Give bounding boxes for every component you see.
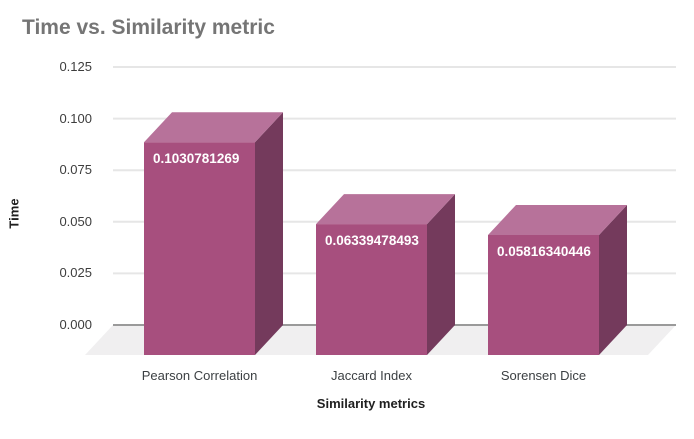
- x-category-label: Pearson Correlation: [141, 368, 258, 383]
- bar-pearson-correlation[interactable]: 0.1030781269: [144, 112, 283, 355]
- x-axis-title: Similarity metrics: [316, 396, 426, 411]
- bar-front-face: [316, 224, 427, 355]
- bar-front-face: [144, 142, 255, 355]
- y-tick-label: 0.125: [59, 59, 92, 74]
- bar-top-face: [144, 112, 283, 143]
- y-tick-label: 0.100: [59, 110, 92, 126]
- y-tick-label: 0.000: [59, 317, 92, 332]
- bar-side-face: [255, 112, 283, 355]
- bar-jaccard-index[interactable]: 0.06339478493: [316, 194, 455, 355]
- y-tick-label: 0.025: [59, 265, 92, 281]
- y-tick-label: 0.075: [59, 162, 92, 178]
- x-category-label: Sorensen Dice: [500, 368, 587, 383]
- x-category-label: Jaccard Index: [331, 368, 412, 383]
- chart-title: Time vs. Similarity metric: [22, 16, 275, 39]
- bar-front-face: [488, 234, 599, 355]
- y-axis-title: Time: [6, 198, 22, 229]
- bar-side-face: [427, 194, 455, 355]
- bar-value-label: 0.06339478493: [325, 233, 419, 248]
- y-tick-label: 0.050: [59, 213, 92, 229]
- bar-top-face: [488, 204, 627, 235]
- bar-top-face: [316, 194, 455, 225]
- bar-value-label: 0.1030781269: [153, 151, 239, 166]
- bar-value-label: 0.05816340446: [497, 244, 591, 259]
- bar-side-face: [599, 204, 627, 355]
- bar-sorensen-dice[interactable]: 0.05816340446: [488, 204, 627, 355]
